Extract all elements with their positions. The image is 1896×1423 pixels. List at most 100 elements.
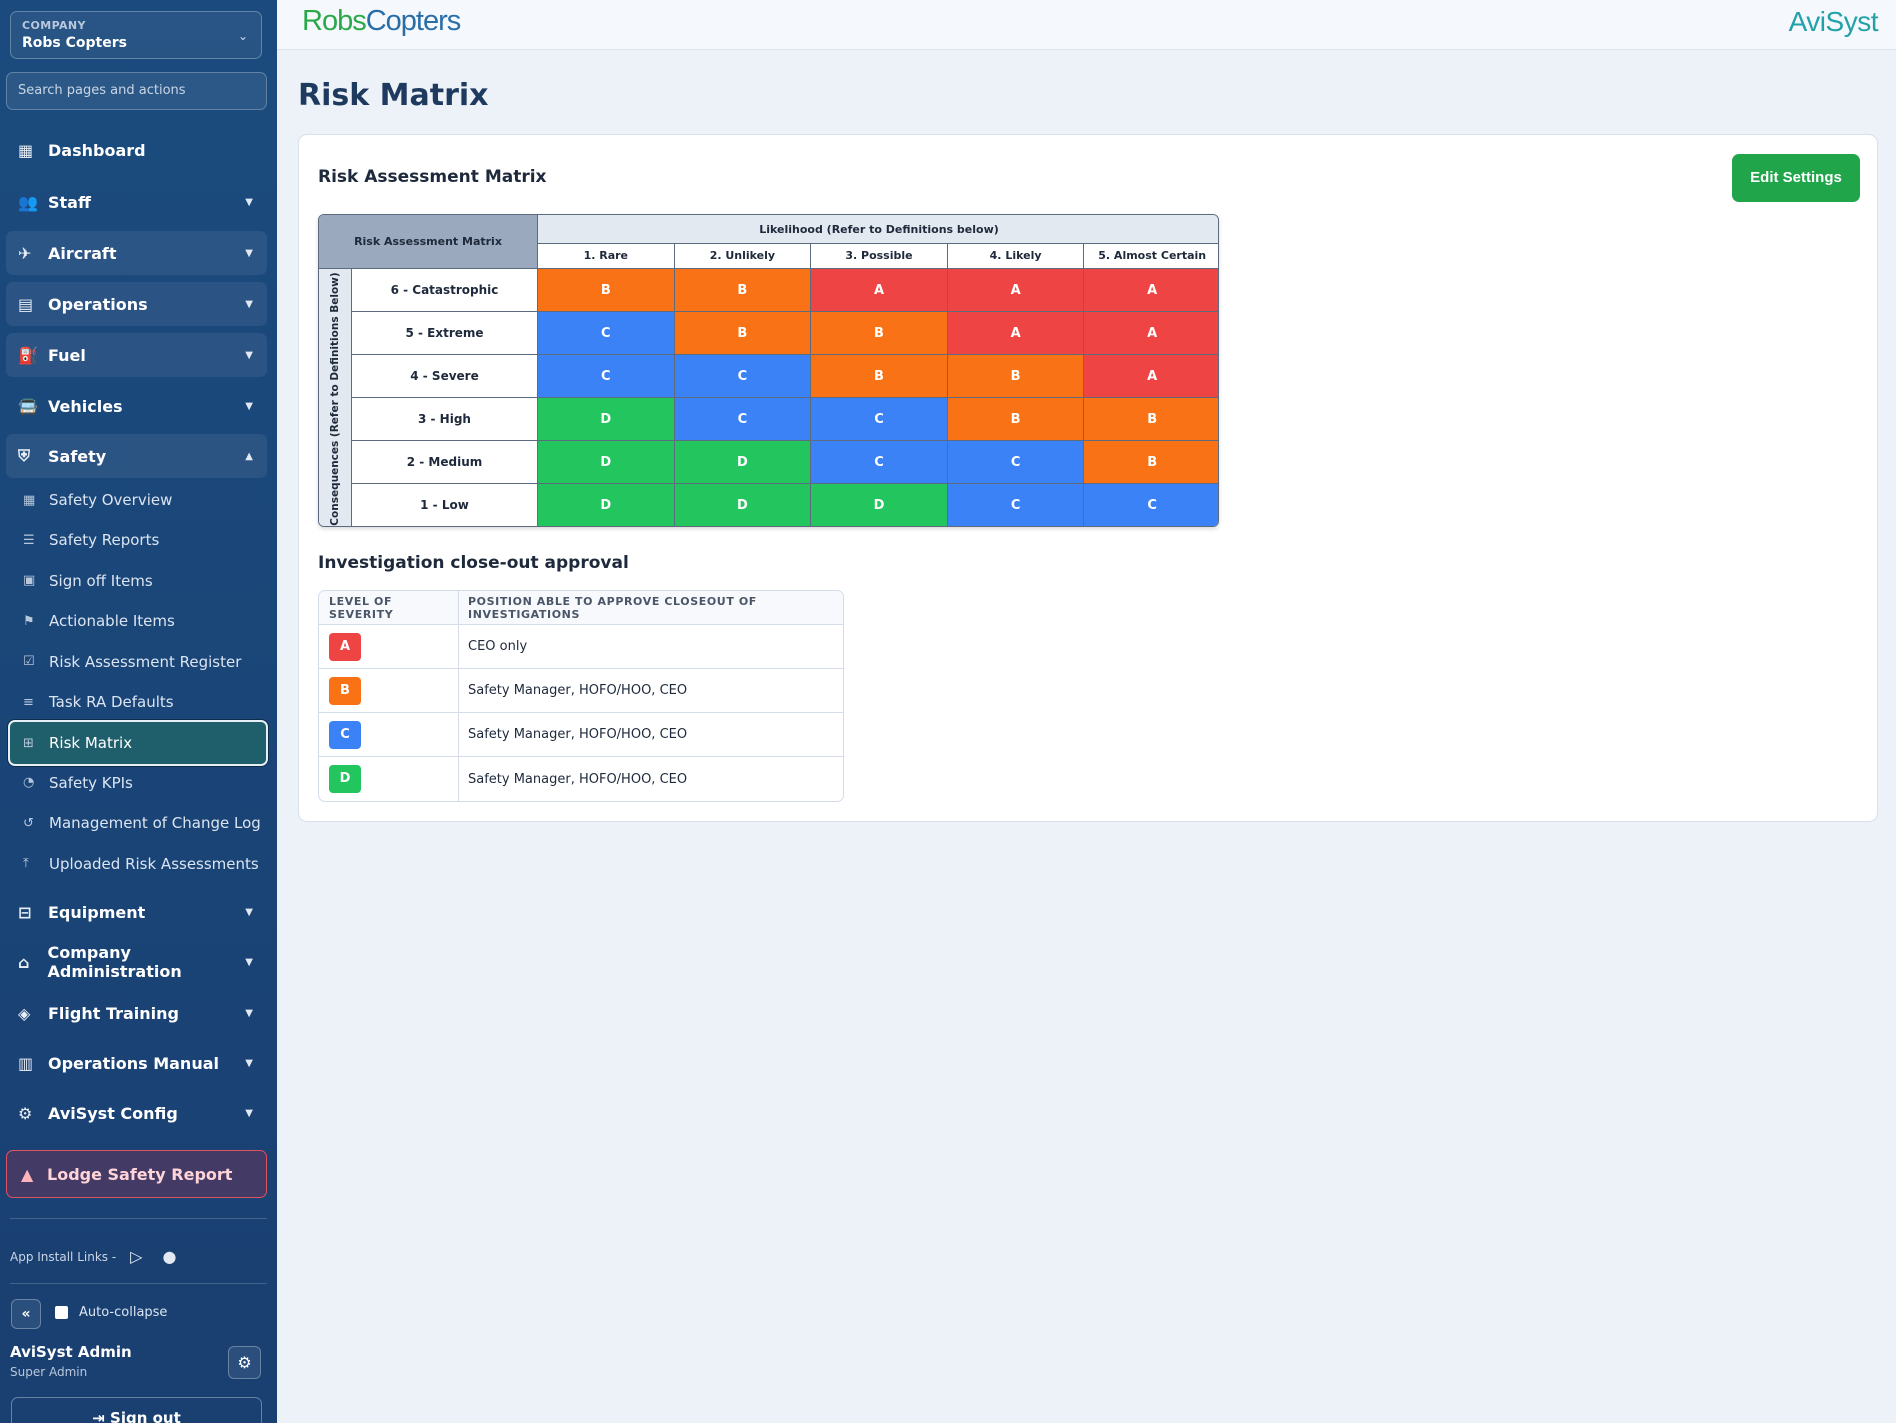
matrix-cell: A <box>1083 268 1218 311</box>
sidebar-item-equipment[interactable]: ⊟ Equipment ▼ <box>6 890 267 934</box>
approver-position: Safety Manager, HOFO/HOO, CEO <box>468 771 688 787</box>
sidebar-subitem-safety-reports[interactable]: ☰ Safety Reports <box>10 521 267 559</box>
collapse-sidebar-button[interactable]: « <box>11 1299 41 1329</box>
sidebar-item-label: AviSyst Config <box>48 1103 178 1123</box>
edit-settings-button[interactable]: Edit Settings <box>1732 154 1860 202</box>
matrix-cell: A <box>946 311 1084 354</box>
sidebar-item-dashboard[interactable]: ▦ Dashboard <box>6 128 267 172</box>
table-row: B Safety Manager, HOFO/HOO, CEO <box>319 669 843 713</box>
matrix-corner-label: Risk Assessment Matrix <box>319 215 537 268</box>
warning-icon: ▲ <box>21 1164 34 1184</box>
sidebar-subitem-risk-matrix[interactable]: ⊞ Risk Matrix <box>8 720 268 766</box>
matrix-cell: C <box>537 311 674 354</box>
fuel-icon: ⛽ <box>18 345 38 365</box>
matrix-cell: B <box>946 354 1084 397</box>
severity-cell: A <box>319 625 459 668</box>
matrix-cell: D <box>537 483 674 526</box>
google-play-icon[interactable]: ▷ <box>130 1247 143 1266</box>
sidebar-subitem-management-of-change-log[interactable]: ↺ Management of Change Log <box>10 804 267 842</box>
sidebar-item-avisyst-config[interactable]: ⚙ AviSyst Config ▼ <box>6 1091 267 1135</box>
consequence-row-header: 2 - Medium <box>352 440 537 483</box>
risk-matrix-table: Risk Assessment Matrix Likelihood (Refer… <box>318 214 1219 527</box>
caret-down-icon: ▼ <box>245 400 253 412</box>
caret-down-icon: ▼ <box>245 298 253 310</box>
severity-cell: C <box>319 713 459 756</box>
caret-down-icon: ▼ <box>245 196 253 208</box>
sidebar-subitem-actionable-items[interactable]: ⚑ Actionable Items <box>10 602 267 640</box>
divider <box>10 1218 267 1219</box>
matrix-cell: B <box>1083 397 1218 440</box>
likelihood-column-header: 3. Possible <box>810 244 947 268</box>
search-input[interactable]: Search pages and actions <box>6 72 267 110</box>
likelihood-header: Likelihood (Refer to Definitions below) <box>537 215 1218 244</box>
aircraft-icon: ✈ <box>18 243 32 263</box>
sidebar-item-aircraft[interactable]: ✈ Aircraft ▼ <box>6 231 267 275</box>
staff-icon: 👥 <box>18 192 38 212</box>
lodge-safety-report-button[interactable]: ▲ Lodge Safety Report <box>6 1150 267 1198</box>
caret-down-icon: ▼ <box>245 1107 253 1119</box>
sidebar-subitem-label: Sign off Items <box>49 571 153 590</box>
sidebar-subitem-label: Safety Overview <box>49 491 173 509</box>
table-row: C Safety Manager, HOFO/HOO, CEO <box>319 713 843 757</box>
col-position: POSITION ABLE TO APPROVE CLOSEOUT OF INV… <box>468 594 757 621</box>
sidebar-subitem-label: Risk Matrix <box>49 734 133 752</box>
likelihood-column-header: 2. Unlikely <box>673 244 811 268</box>
sidebar-item-label: Company Administration <box>47 943 182 981</box>
table-row: A CEO only <box>319 625 843 669</box>
divider <box>10 1283 267 1284</box>
matrix-cell: D <box>673 440 811 483</box>
sidebar-item-fuel[interactable]: ⛽ Fuel ▼ <box>6 333 267 377</box>
severity-badge: B <box>329 676 361 705</box>
sidebar: COMPANY Robs Copters ⌄ Search pages and … <box>0 0 277 1423</box>
graduation-cap-icon: ◈ <box>18 1003 31 1023</box>
sidebar-subitem-uploaded-risk-assessments[interactable]: ⤒ Uploaded Risk Assessments <box>10 845 267 883</box>
consequence-row-header: 5 - Extreme <box>352 311 537 354</box>
sidebar-subitem-sign-off-items[interactable]: ▣ Sign off Items <box>10 562 267 600</box>
sidebar-subitem-risk-assessment-register[interactable]: ☑ Risk Assessment Register <box>10 643 267 681</box>
sidebar-item-label: Operations <box>48 294 148 314</box>
matrix-cell: B <box>810 311 947 354</box>
matrix-cell: A <box>946 268 1084 311</box>
matrix-cell: B <box>810 354 947 397</box>
consequence-row-header: 4 - Severe <box>352 354 537 397</box>
sidebar-subitem-label: Management of Change Log <box>49 814 261 833</box>
shield-icon: ⛨ <box>18 446 31 465</box>
vehicle-icon: 🚍 <box>18 396 38 416</box>
operations-icon: ▤ <box>18 294 34 314</box>
auto-collapse-checkbox[interactable] <box>55 1306 68 1319</box>
sidebar-item-operations[interactable]: ▤ Operations ▼ <box>6 282 267 326</box>
sidebar-item-operations-manual[interactable]: ▥ Operations Manual ▼ <box>6 1041 267 1085</box>
sidebar-item-label: Flight Training <box>48 1003 180 1023</box>
table-icon: ⊞ <box>23 735 34 751</box>
sidebar-item-label: Operations Manual <box>48 1053 219 1073</box>
severity-badge: A <box>329 632 361 661</box>
matrix-cell: C <box>946 440 1084 483</box>
avisyst-logo[interactable]: AviSyst <box>1788 6 1879 37</box>
matrix-cell: C <box>810 440 947 483</box>
sidebar-item-flight-training[interactable]: ◈ Flight Training ▼ <box>6 991 267 1035</box>
sidebar-item-vehicles[interactable]: 🚍 Vehicles ▼ <box>6 384 267 428</box>
sidebar-item-company-administration[interactable]: ⌂ Company Administration ▼ <box>6 940 267 984</box>
matrix-cell: A <box>1083 311 1218 354</box>
sidebar-subitem-safety-kpis[interactable]: ◔ Safety KPIs <box>10 764 267 802</box>
company-logo[interactable]: RobsCopters <box>302 5 461 38</box>
matrix-cell: B <box>946 397 1084 440</box>
sign-out-button[interactable]: ⇥ Sign out <box>11 1397 262 1423</box>
matrix-cell: C <box>673 397 811 440</box>
sidebar-item-staff[interactable]: 👥 Staff ▼ <box>6 180 267 224</box>
sidebar-item-safety[interactable]: ⛨ Safety ▲ <box>6 434 267 478</box>
table-header: LEVEL OF SEVERITY POSITION ABLE TO APPRO… <box>319 591 843 625</box>
matrix-cell: C <box>673 354 811 397</box>
page-title: Risk Matrix <box>298 78 489 113</box>
sidebar-subitem-safety-overview[interactable]: ▦ Safety Overview <box>10 481 267 519</box>
apple-icon[interactable]: ● <box>162 1247 177 1266</box>
company-selector[interactable]: COMPANY Robs Copters ⌄ <box>10 11 262 59</box>
caret-down-icon: ▼ <box>245 1057 253 1069</box>
approver-position: Safety Manager, HOFO/HOO, CEO <box>468 683 688 698</box>
consequence-row-header: 1 - Low <box>352 483 537 526</box>
auto-collapse-toggle[interactable]: Auto-collapse <box>55 1305 167 1320</box>
sidebar-subitem-task-ra-defaults[interactable]: ≡ Task RA Defaults <box>10 683 267 721</box>
risk-matrix-card: Risk Assessment Matrix Edit Settings Ris… <box>298 134 1878 822</box>
user-settings-gear-icon[interactable]: ⚙ <box>228 1346 261 1379</box>
install-label: App Install Links - <box>10 1249 117 1264</box>
